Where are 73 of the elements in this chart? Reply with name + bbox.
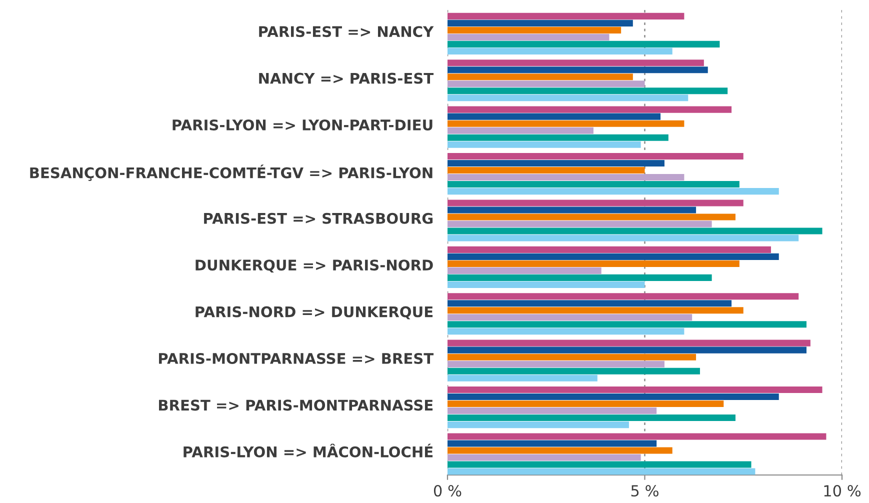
bar — [448, 206, 696, 214]
bar — [448, 141, 641, 148]
bar — [448, 340, 810, 346]
y-tick-label: NANCY => PARIS-EST — [259, 72, 434, 84]
bar — [448, 220, 712, 228]
bar — [448, 74, 633, 80]
y-tick-label: BESANÇON-FRANCHE-COMTÉ-TGV => PARIS-LYON — [30, 164, 432, 181]
bar — [448, 354, 696, 360]
bar — [448, 414, 736, 422]
bar — [448, 26, 622, 34]
bar — [448, 408, 657, 414]
y-tick-label: PARIS-NORD => DUNKERQUE — [196, 306, 433, 320]
x-tick-label: 5 % — [631, 484, 658, 497]
y-tick-label: BREST => PARIS-MONTPARNASSE — [159, 400, 433, 411]
bar — [448, 246, 771, 253]
y-tick-label: PARIS-LYON => LYON-PART-DIEU — [172, 119, 432, 130]
bar — [448, 80, 645, 88]
bar — [448, 66, 708, 74]
bar — [448, 88, 728, 94]
bar — [448, 20, 633, 26]
bar — [448, 400, 724, 408]
bar — [448, 188, 779, 195]
bar — [448, 300, 732, 307]
bar — [448, 281, 645, 288]
bar — [448, 234, 799, 242]
bar — [448, 274, 712, 281]
bar — [448, 368, 700, 374]
bar — [448, 113, 661, 120]
bar — [448, 12, 684, 20]
bar — [448, 422, 629, 428]
bar — [448, 94, 688, 102]
bar — [448, 253, 779, 260]
y-tick-label: PARIS-EST => NANCY — [259, 26, 434, 38]
bar — [448, 314, 692, 321]
y-tick-label: PARIS-LYON => MÂCON-LOCHÉ — [184, 444, 433, 458]
bar — [448, 153, 744, 160]
bar — [448, 346, 806, 354]
bar — [448, 440, 657, 447]
y-tick-label: DUNKERQUE => PARIS-NORD — [196, 260, 433, 273]
bar — [448, 374, 598, 382]
x-tick-label: 0 % — [434, 484, 462, 497]
bar — [448, 386, 822, 394]
bar — [448, 134, 668, 141]
x-tick-label: 10 % — [824, 484, 861, 497]
y-tick-label: PARIS-MONTPARNASSE => BREST — [159, 352, 434, 364]
bar — [448, 360, 664, 368]
bar — [448, 34, 610, 40]
bar — [448, 228, 822, 234]
bar — [448, 293, 799, 300]
bar — [448, 394, 779, 400]
bar — [448, 174, 684, 181]
bar — [448, 106, 732, 113]
bar — [448, 214, 736, 220]
bar — [448, 181, 740, 188]
bar — [448, 48, 672, 54]
bar — [448, 321, 806, 328]
bar — [448, 127, 594, 134]
y-tick-label: PARIS-EST => STRASBOURG — [204, 212, 433, 224]
bar — [448, 267, 602, 274]
bar — [448, 454, 641, 461]
bar — [448, 40, 720, 48]
bar — [448, 447, 672, 454]
bar — [448, 461, 752, 468]
bar — [448, 60, 704, 66]
bar — [448, 200, 744, 206]
bar — [448, 433, 826, 440]
bar — [448, 468, 756, 475]
bar — [448, 307, 744, 314]
bar — [448, 260, 740, 267]
bar — [448, 160, 664, 167]
bar — [448, 328, 684, 335]
bar — [448, 120, 684, 127]
bar — [448, 167, 645, 174]
